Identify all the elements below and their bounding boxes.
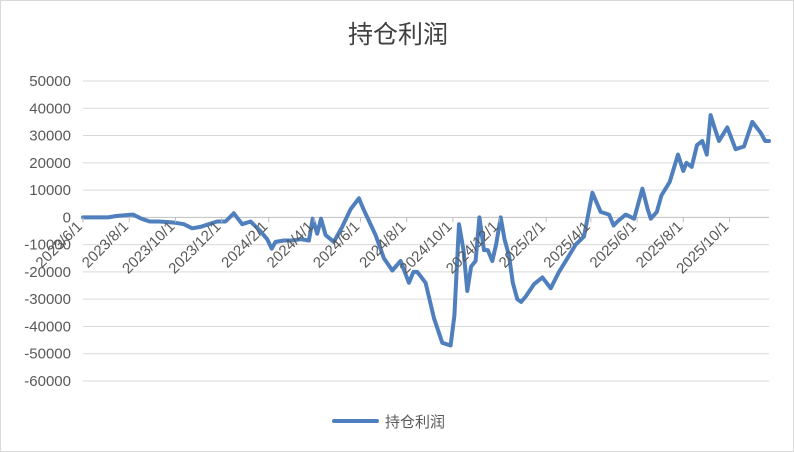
series-line [81, 113, 771, 348]
y-tick-label: -30000 [24, 291, 71, 308]
y-tick-label: -60000 [24, 373, 71, 390]
y-tick-label: 0 [63, 209, 71, 226]
series-layer [81, 113, 771, 348]
y-tick-label: 10000 [29, 182, 71, 199]
y-tick-label: 30000 [29, 128, 71, 145]
y-tick-label: -50000 [24, 346, 71, 363]
y-tick-label: 50000 [29, 73, 71, 90]
y-tick-label: -10000 [24, 237, 71, 254]
chart-title: 持仓利润 [348, 20, 448, 49]
y-tick-label: 40000 [29, 100, 71, 117]
legend-label: 持仓利润 [385, 413, 445, 431]
y-axis-ticks: 50000 40000 30000 20000 10000 0 -10000 -20000 -3… [24, 73, 71, 390]
legend: 持仓利润 [332, 413, 445, 431]
y-tick-label: 20000 [29, 155, 71, 172]
x-axis-ticks: 2023/6/12023/8/12023/10/12023/12/12024/2… [33, 217, 732, 277]
gridlines [83, 80, 769, 382]
y-tick-label: -40000 [24, 318, 71, 335]
y-tick-label: -20000 [24, 264, 71, 281]
